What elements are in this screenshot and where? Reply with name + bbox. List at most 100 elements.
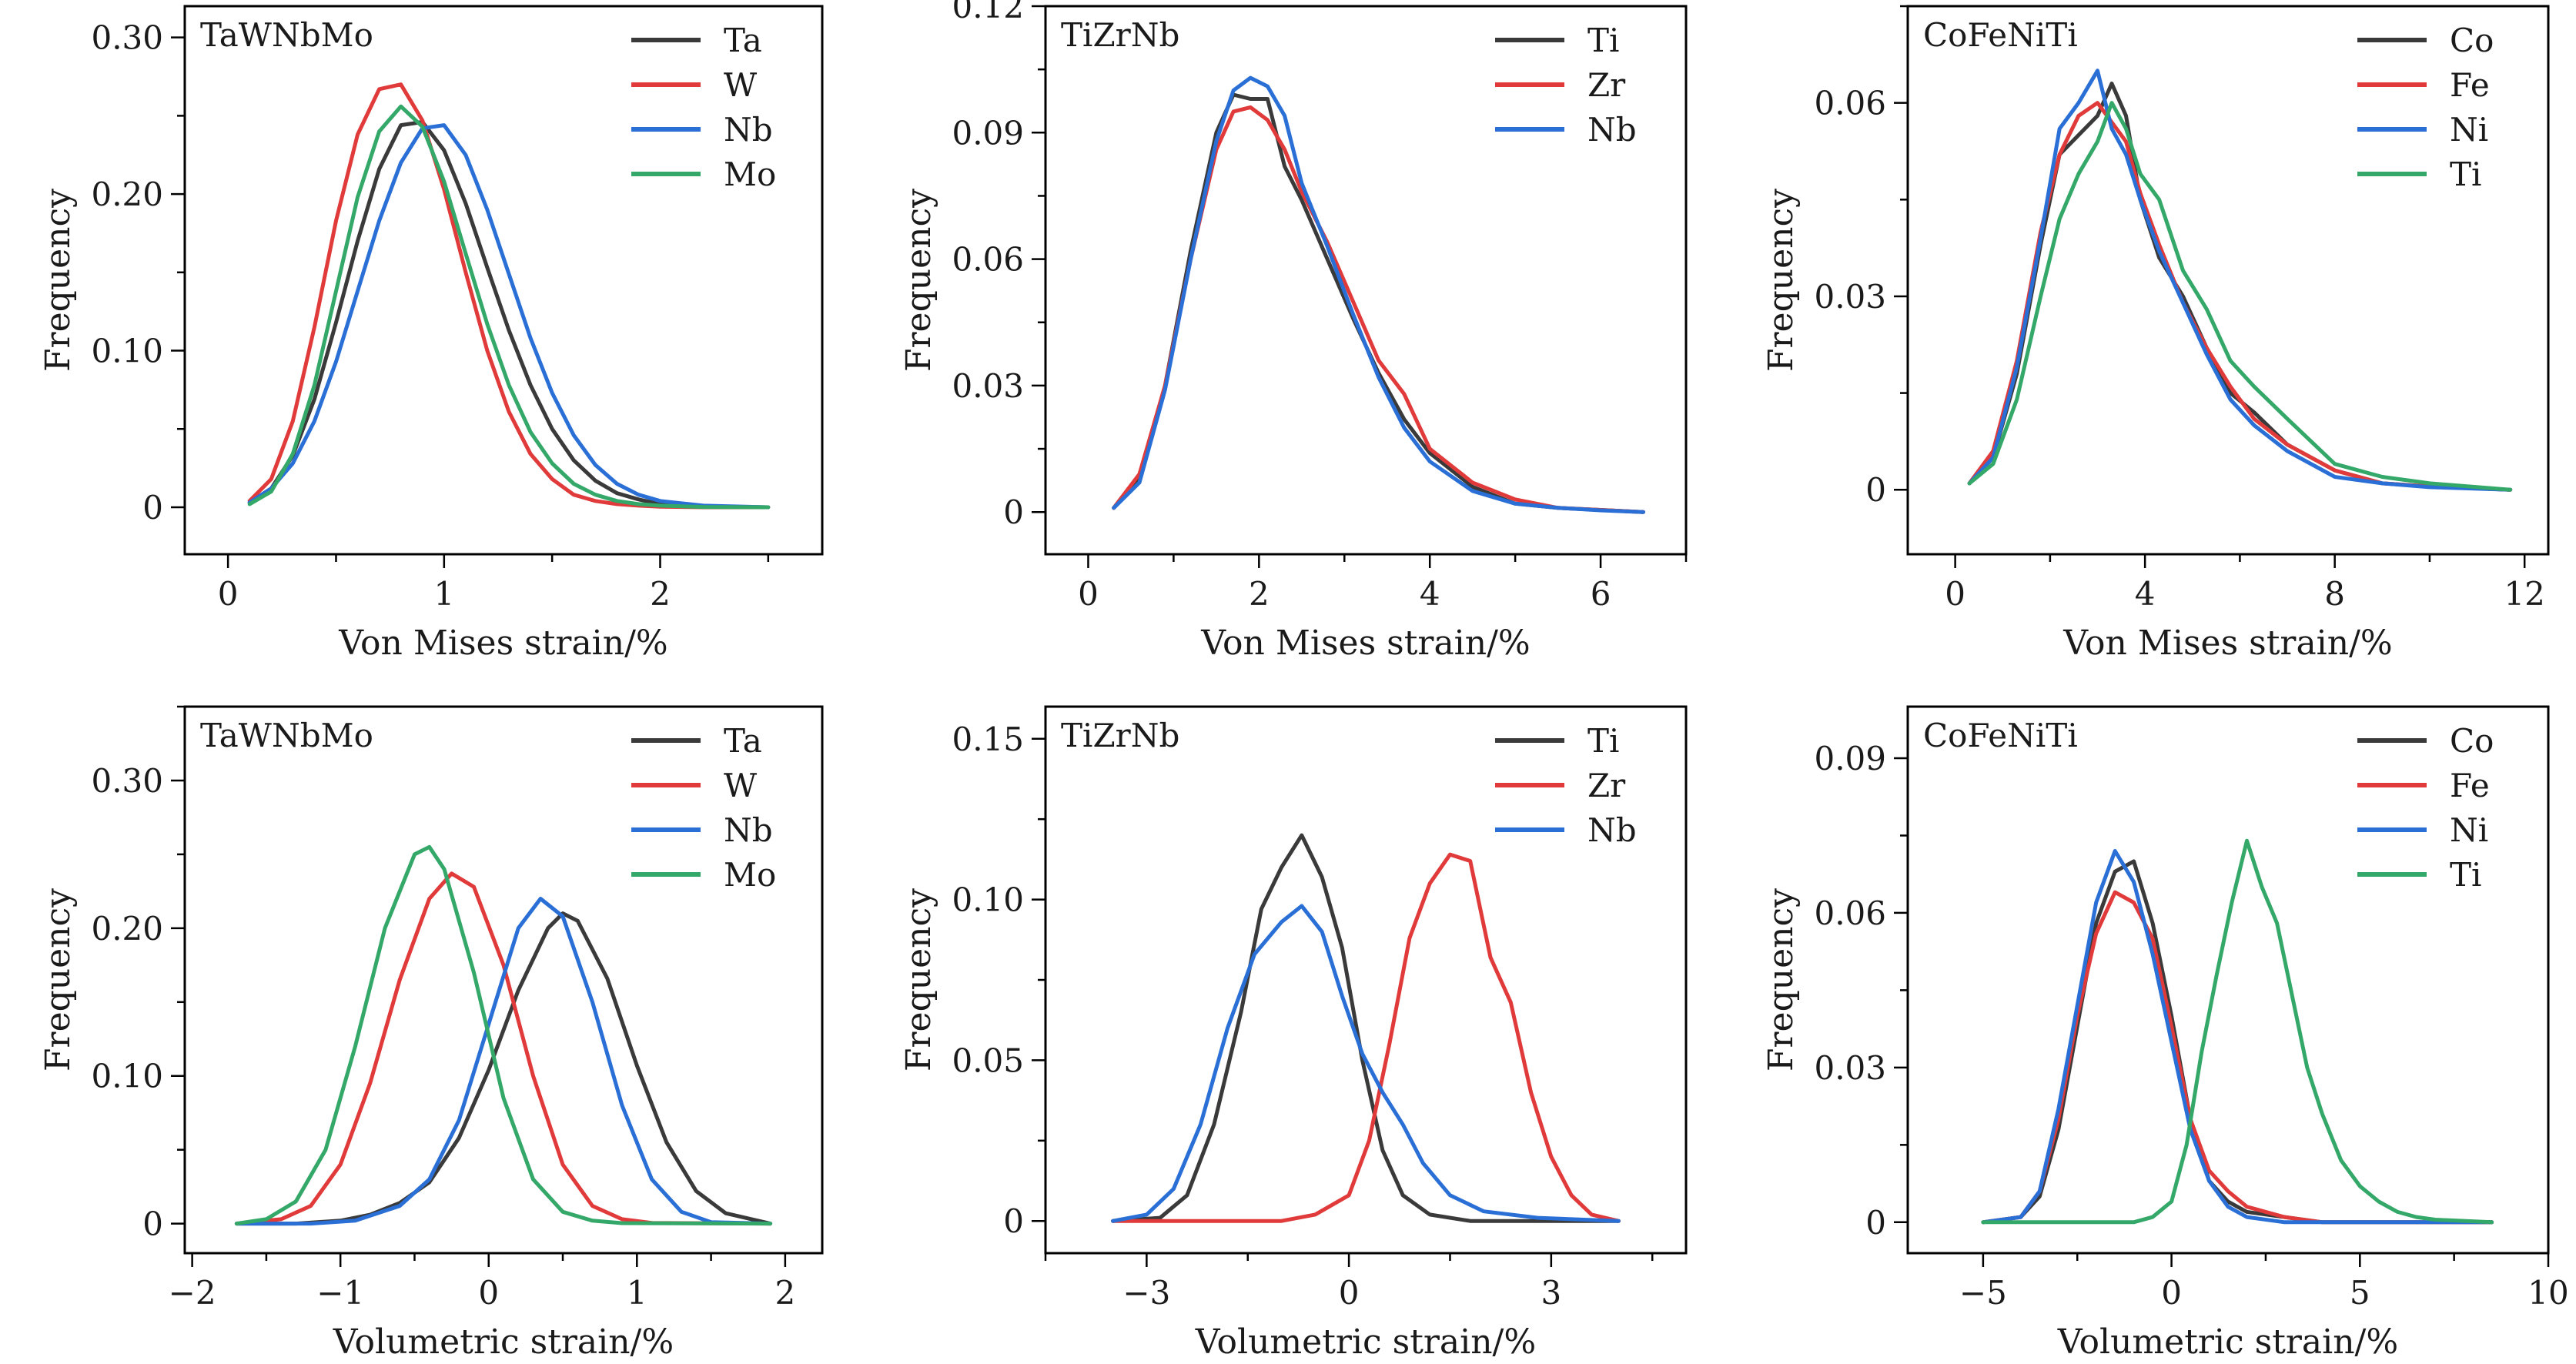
legend-label-w: W [724,767,758,804]
series-group [1967,69,2513,492]
y-tick-label: 0 [142,1205,163,1243]
series-group [1112,75,1645,514]
x-tick-label: 2 [774,1274,795,1312]
chart-panel-2: 0 2 4 6 0 0.03 0.06 0.09 0.12 Von Mises strain/% F… [899,0,1688,663]
legend-label-ti: Ti [1587,22,1619,59]
series-line-ta [247,120,771,510]
x-axis-title: Volumetric strain/% [333,1322,674,1362]
x-tick-label: 4 [1420,575,1440,613]
series-group [1981,838,2494,1225]
chart-panel-4: −2 −1 0 1 2 0 0.10 0.20 0.30 Volumetric strain/% F… [38,705,824,1362]
x-tick-label: 0 [1945,575,1965,613]
series-line-w [234,871,773,1226]
legend: Ti Zr Nb [1495,722,1637,849]
x-tick-label: 0 [218,575,239,613]
series-line-ti [1981,838,2494,1225]
y-tick-label: 0 [142,489,163,527]
legend-label-ti: Ti [1587,722,1619,760]
legend-label-ni: Ni [2450,811,2488,849]
panel-title: CoFeNiTi [1923,717,2078,754]
panel-title: TiZrNb [1061,16,1179,54]
series-line-ti [1967,101,2513,492]
panel-title: TaWNbMo [200,717,373,754]
legend-label-nb: Nb [1587,111,1637,149]
legend-label-ni: Ni [2450,111,2488,149]
chart-panel-3: 0 4 8 12 0 0.03 0.06 Von Mises strain/% Frequenc… [1761,5,2550,663]
series-line-nb [1112,75,1645,514]
legend: Co Fe Ni Ti [2357,722,2494,894]
legend-label-ta: Ta [724,722,762,760]
chart-panel-6: −5 0 5 10 0 0.03 0.06 0.09 Volumetric strain/% Fr… [1761,705,2569,1362]
y-tick-label: 0.09 [1814,740,1886,777]
y-tick-label: 0.03 [1814,278,1886,316]
x-tick-label: −2 [169,1274,216,1312]
y-tick-label: 0.30 [91,19,163,57]
series-line-co [1981,859,2494,1225]
chart-panel-1: 0 1 2 0 0.10 0.20 0.30 Von Mises strain/% Freque… [38,5,824,663]
y-tick-label: 0.10 [91,333,163,370]
y-axis-title: Frequency [899,888,938,1071]
x-tick-label: 2 [650,575,671,613]
x-tick-label: 0 [1078,575,1099,613]
series-line-nb [1111,904,1621,1223]
legend-label-nb: Nb [1587,811,1637,849]
panel-title: CoFeNiTi [1923,16,2078,54]
y-tick-label: 0.05 [952,1041,1024,1079]
legend-label-co: Co [2450,22,2494,59]
legend-label-zr: Zr [1587,767,1626,804]
x-axis-title: Von Mises strain/% [2062,623,2392,663]
legend-label-zr: Zr [1587,66,1626,104]
series-line-fe [1967,101,2513,492]
chart-panel-5: −3 0 3 0 0.05 0.10 0.15 Volumetric strain/% Freq… [899,705,1688,1362]
y-tick-label: 0.06 [1814,894,1886,932]
x-axis-title: Volumetric strain/% [2057,1322,2398,1362]
y-tick-label: 0.10 [91,1058,163,1095]
series-line-nb [234,897,773,1226]
legend-label-nb: Nb [724,811,773,849]
series-line-fe [1981,890,2494,1225]
x-tick-label: −1 [316,1274,364,1312]
y-axis-title: Frequency [38,888,78,1071]
y-tick-label: 0 [1003,1202,1024,1240]
x-tick-label: 0 [2161,1274,2182,1312]
plot-frame [1044,5,1688,556]
plot-frame [183,705,824,1255]
x-tick-label: 2 [1249,575,1270,613]
legend-label-nb: Nb [724,111,773,149]
y-tick-label: 0.10 [952,881,1024,919]
y-axis-title: Frequency [899,189,938,372]
x-tick-label: −5 [1959,1274,2007,1312]
x-tick-label: 1 [627,1274,647,1312]
y-tick-label: 0.30 [91,762,163,800]
series-line-mo [234,844,773,1226]
x-tick-label: 6 [1591,575,1611,613]
legend-label-mo: Mo [724,856,776,894]
y-tick-label: 0.06 [952,241,1024,279]
series-group [1111,833,1621,1223]
x-tick-label: 12 [2504,575,2544,613]
y-tick-label: 0.12 [952,0,1024,25]
y-tick-label: 0.06 [1814,85,1886,122]
legend: Co Fe Ni Ti [2357,22,2494,193]
series-line-ti [1112,92,1645,514]
x-tick-label: 10 [2527,1274,2568,1312]
series-line-ti [1111,833,1621,1223]
series-line-mo [247,104,771,510]
plot-frame [1906,705,2550,1255]
x-tick-label: 3 [1541,1274,1561,1312]
series-group [234,844,773,1226]
legend-label-w: W [724,66,758,104]
x-tick-label: 1 [433,575,454,613]
y-axis-title: Frequency [38,189,78,372]
legend-label-ti: Ti [2450,856,2481,894]
legend-label-co: Co [2450,722,2494,760]
x-tick-label: 5 [2350,1274,2370,1312]
y-tick-label: 0.15 [952,720,1024,758]
series-line-ni [1967,69,2513,492]
y-tick-label: 0 [1003,493,1024,531]
plot-frame [1906,5,2550,556]
legend-label-fe: Fe [2450,767,2490,804]
legend-label-ta: Ta [724,22,762,59]
x-axis-title: Von Mises strain/% [338,623,667,663]
